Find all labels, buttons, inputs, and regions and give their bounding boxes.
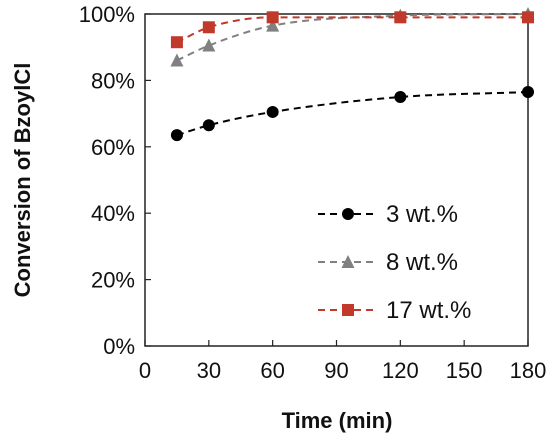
y-tick-label: 40% [91, 201, 135, 226]
x-tick-label: 120 [382, 358, 419, 383]
y-tick-label: 20% [91, 268, 135, 293]
series-markers [170, 7, 535, 142]
series-lines [176, 13, 529, 137]
y-tick-label: 100% [79, 2, 135, 27]
x-tick-label: 60 [260, 358, 284, 383]
legend-marker-0 [342, 208, 354, 220]
data-point-series-1 [202, 38, 216, 52]
series-line-1 [176, 13, 529, 62]
legend-label: 3 wt.% [386, 201, 458, 228]
x-axis-title: Time (min) [282, 408, 393, 433]
data-point-series-2 [170, 36, 183, 49]
legend-label: 17 wt.% [386, 297, 471, 324]
x-axis: 0 30 60 90 120 150 180 [139, 340, 546, 383]
y-axis-title: Conversion of BzoylCl [10, 63, 35, 298]
data-point-series-2 [522, 11, 534, 24]
legend: 3 wt.% 8 wt.% 17 wt.% [318, 201, 471, 324]
data-point-series-1 [170, 53, 184, 67]
legend-label: 8 wt.% [386, 249, 458, 276]
y-tick-label: 80% [91, 68, 135, 93]
data-point-series-0 [170, 129, 183, 142]
series-line-0 [176, 91, 529, 137]
x-tick-label: 90 [324, 358, 348, 383]
x-tick-label: 180 [510, 358, 547, 383]
legend-marker-1 [341, 255, 355, 268]
data-point-series-0 [522, 86, 534, 99]
data-point-series-2 [394, 11, 407, 24]
x-tick-label: 0 [139, 358, 151, 383]
x-tick-label: 150 [446, 358, 483, 383]
data-point-series-0 [266, 105, 279, 118]
data-point-series-1 [266, 18, 280, 32]
data-point-series-2 [202, 21, 215, 34]
data-point-series-2 [266, 11, 279, 24]
y-tick-label: 60% [91, 135, 135, 160]
legend-marker-2 [342, 304, 354, 316]
x-tick-label: 30 [197, 358, 221, 383]
data-point-series-0 [202, 119, 215, 132]
y-axis: 0% 20% 40% 60% 80% 100% [79, 2, 151, 359]
data-point-series-0 [394, 91, 407, 103]
y-tick-label: 0% [103, 334, 135, 359]
series-line-2 [176, 16, 528, 44]
